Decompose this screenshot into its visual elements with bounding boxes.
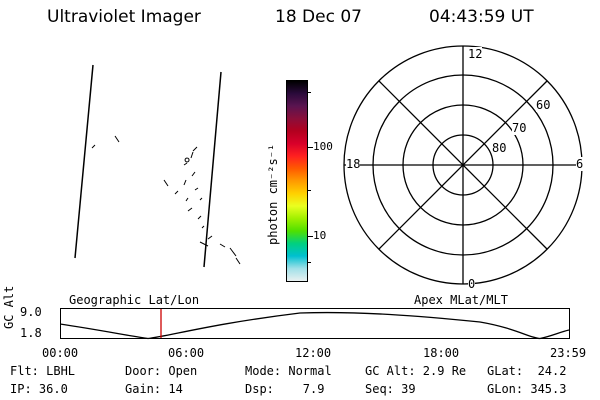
timeline-y-tick-max: 9.0 [20,305,42,319]
polar-plot [343,45,583,285]
meridian-line-left [74,64,94,259]
colorbar-tick [307,147,313,148]
app-title: Ultraviolet Imager [47,7,201,27]
mlt-label-18: 18 [346,157,361,171]
colorbar-unit-label: photon cm⁻²s⁻¹ [266,143,280,245]
colorbar-tick [307,92,311,93]
coastline-fragments [91,135,241,265]
door-info: Door: Open [125,364,198,378]
seq-info: Seq: 39 [365,382,416,396]
time-label: 04:43:59 UT [429,7,534,27]
colorbar-gradient [287,81,307,281]
mlat-label-80: 80 [492,141,507,155]
colorbar-tick [307,190,311,191]
intensity-colorbar [286,80,308,282]
mlat-label-70: 70 [512,121,527,135]
gc-alt-info: GC Alt: 2.9 Re [365,364,467,378]
geographic-image-panel [74,64,241,268]
timeline-y-title: GC Alt [2,285,16,329]
mlt-label-12: 12 [468,47,483,61]
mlt-label-6: 6 [576,157,584,171]
timeline-x-tick-0600: 06:00 [168,346,205,360]
colorbar-tick [307,236,313,237]
meridian-line-right [203,71,222,268]
dsp-info: Dsp: 7.9 [245,382,325,396]
polar-diagonal [378,80,548,250]
gain-info: Gain: 14 [125,382,183,396]
colorbar-tick-label-10: 10 [313,229,327,242]
ip-info: IP: 36.0 [10,382,68,396]
glon-info: GLon: 345.3 [487,382,567,396]
filter-info: Flt: LBHL [10,364,76,378]
glat-info: GLat: 24.2 [487,364,567,378]
apex-caption: Apex MLat/MLT [414,293,508,307]
timeline-x-tick-2359: 23:59 [550,346,587,360]
mode-info: Mode: Normal [245,364,332,378]
colorbar-tick-label-100: 100 [313,140,333,153]
timeline-y-tick-min: 1.8 [20,326,42,340]
colorbar-tick [307,262,311,263]
timeline-x-tick-0000: 00:00 [42,346,79,360]
geographic-caption: Geographic Lat/Lon [69,293,200,307]
altitude-timeline-plot[interactable] [60,308,572,342]
mlt-label-0: 0 [468,277,476,291]
mlat-label-60: 60 [536,98,551,112]
timeline-x-tick-1200: 12:00 [295,346,332,360]
altitude-curve [60,311,570,340]
date-label: 18 Dec 07 [275,7,362,27]
timeline-x-tick-1800: 18:00 [423,346,460,360]
